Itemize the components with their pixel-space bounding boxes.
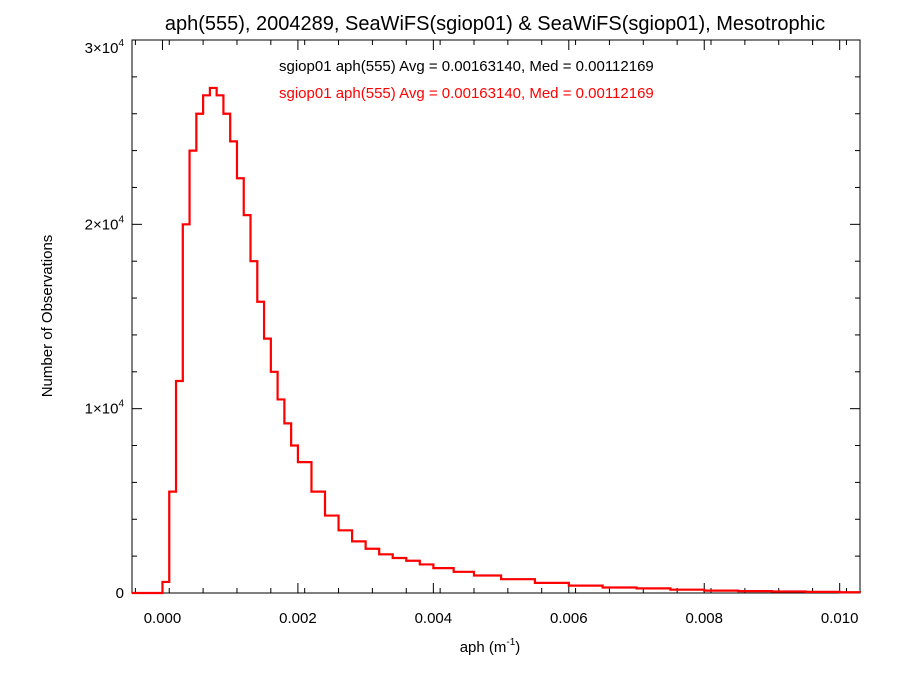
axis-ticks: 0.000 0.002 0.004 0.006 0.008 0.01001×1042×10… (85, 38, 860, 627)
y-tick-label: 1×104 (85, 399, 125, 418)
x-tick-label: 0.002 (279, 610, 317, 627)
y-tick-mantissa: 1×10 (85, 401, 119, 418)
x-axis-label-base: aph (m (460, 639, 507, 656)
y-tick-label: 3×104 (85, 38, 125, 57)
y-tick-mantissa: 3×10 (85, 40, 119, 57)
y-tick-exponent: 4 (118, 399, 124, 410)
y-tick-exponent: 4 (118, 38, 124, 49)
y-tick-label: 2×104 (85, 214, 125, 233)
x-axis-label-exponent: -1 (506, 637, 515, 648)
legend-entry-1: sgiop01 aph(555) Avg = 0.00163140, Med =… (279, 58, 654, 75)
y-tick-mantissa: 0 (116, 585, 124, 602)
y-tick-label: 0 (116, 585, 124, 602)
x-axis-label-suffix: ) (515, 639, 520, 656)
x-tick-label: 0.006 (550, 610, 588, 627)
histogram-series-2 (132, 86, 862, 595)
legend-entry-2: sgiop01 aph(555) Avg = 0.00163140, Med =… (279, 85, 654, 102)
y-tick-exponent: 4 (118, 214, 124, 225)
histogram-series-1 (132, 87, 861, 594)
x-tick-label: 0.000 (144, 610, 182, 627)
x-tick-label: 0.010 (821, 610, 859, 627)
plot-frame (131, 39, 861, 594)
chart-title: aph(555), 2004289, SeaWiFS(sgiop01) & Se… (165, 13, 825, 35)
x-tick-label: 0.008 (685, 610, 723, 627)
y-tick-mantissa: 2×10 (85, 216, 119, 233)
series-layer (132, 86, 862, 595)
x-axis-label: aph (m-1) (460, 637, 521, 656)
y-axis-label: Number of Observations (39, 235, 56, 398)
x-tick-label: 0.004 (415, 610, 453, 627)
